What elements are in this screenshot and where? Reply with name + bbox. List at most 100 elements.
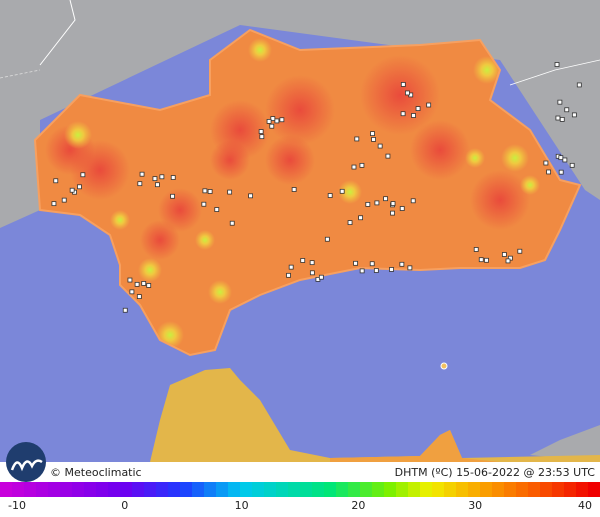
station bbox=[227, 189, 233, 195]
scale-cell bbox=[432, 482, 445, 497]
scale-cell bbox=[204, 482, 217, 497]
station bbox=[354, 136, 360, 142]
station bbox=[399, 206, 405, 211]
hot-spot bbox=[210, 140, 250, 180]
station bbox=[288, 264, 294, 270]
station bbox=[571, 112, 577, 118]
station bbox=[309, 270, 315, 276]
scale-label: 0 bbox=[121, 499, 128, 512]
station bbox=[359, 162, 365, 168]
station bbox=[400, 111, 406, 117]
hot-spot bbox=[410, 120, 470, 180]
scale-cell bbox=[480, 482, 493, 497]
station bbox=[353, 260, 358, 266]
scale-cell bbox=[180, 482, 193, 497]
station bbox=[576, 82, 582, 88]
cool-spot bbox=[64, 121, 92, 149]
cool-spot bbox=[195, 230, 215, 250]
station bbox=[159, 174, 165, 180]
scale-cell bbox=[420, 482, 433, 497]
station bbox=[339, 188, 345, 194]
cool-spot bbox=[208, 280, 232, 304]
station bbox=[77, 184, 82, 190]
station bbox=[558, 169, 564, 175]
cool-spot bbox=[465, 148, 485, 168]
scale-label: 40 bbox=[578, 499, 592, 512]
scale-cell bbox=[72, 482, 85, 497]
station bbox=[269, 123, 275, 129]
station bbox=[562, 157, 568, 163]
station bbox=[309, 260, 315, 266]
station bbox=[365, 201, 371, 207]
station bbox=[407, 265, 413, 271]
scale-cell bbox=[108, 482, 121, 497]
scale-cell bbox=[228, 482, 241, 497]
hot-spot bbox=[360, 55, 440, 135]
morocco-heat bbox=[330, 430, 500, 462]
hot-spot bbox=[140, 220, 180, 260]
station bbox=[291, 187, 297, 192]
scale-cell bbox=[516, 482, 529, 497]
station bbox=[69, 187, 75, 193]
spain-land bbox=[0, 0, 600, 228]
scale-cell bbox=[576, 482, 589, 497]
station bbox=[129, 289, 135, 295]
station bbox=[478, 257, 484, 263]
scale-cell bbox=[444, 482, 457, 497]
station bbox=[501, 252, 507, 257]
island bbox=[440, 362, 448, 370]
station bbox=[543, 160, 549, 166]
scale-cell bbox=[144, 482, 157, 497]
scale-cell bbox=[588, 482, 600, 497]
scale-cell bbox=[264, 482, 277, 497]
scale-cell bbox=[456, 482, 469, 497]
scale-cell bbox=[276, 482, 289, 497]
scale-cell bbox=[24, 482, 37, 497]
brand: © Meteoclimatic bbox=[50, 466, 142, 479]
station bbox=[155, 182, 160, 188]
heat-field bbox=[45, 38, 540, 349]
station bbox=[558, 155, 564, 161]
caption: DHTM (ºC) 15-06-2022 @ 23:53 UTC bbox=[395, 466, 596, 479]
border bbox=[39, 0, 76, 66]
stations bbox=[51, 62, 582, 313]
scale-cell bbox=[552, 482, 565, 497]
station bbox=[415, 106, 421, 111]
station bbox=[405, 90, 410, 96]
hot-spot bbox=[470, 170, 530, 230]
scale-cell bbox=[384, 482, 397, 497]
station bbox=[127, 277, 133, 283]
station bbox=[569, 162, 575, 168]
cool-spot bbox=[501, 144, 529, 172]
station bbox=[371, 137, 376, 142]
scale-cell bbox=[540, 482, 553, 497]
algeria-land bbox=[530, 425, 600, 462]
station bbox=[564, 107, 570, 113]
cool-spot bbox=[110, 210, 130, 230]
station bbox=[347, 220, 353, 225]
station bbox=[385, 153, 391, 159]
station bbox=[390, 201, 396, 206]
station bbox=[369, 261, 375, 267]
scale-cell bbox=[84, 482, 97, 497]
scale-label: 30 bbox=[468, 499, 482, 512]
station bbox=[559, 116, 565, 122]
station bbox=[202, 188, 208, 194]
border bbox=[0, 69, 41, 79]
scale-cell bbox=[396, 482, 409, 497]
station bbox=[152, 176, 158, 182]
station bbox=[141, 281, 147, 286]
station bbox=[53, 178, 59, 184]
scale-cell bbox=[564, 482, 577, 497]
scale-cell bbox=[252, 482, 265, 497]
station bbox=[370, 131, 375, 137]
scale-cell bbox=[288, 482, 301, 497]
station bbox=[170, 193, 175, 199]
scale-cell bbox=[372, 482, 385, 497]
station bbox=[170, 175, 176, 180]
station bbox=[390, 210, 395, 216]
station bbox=[279, 117, 285, 123]
station bbox=[484, 257, 489, 263]
station bbox=[383, 196, 388, 202]
station bbox=[134, 281, 140, 287]
